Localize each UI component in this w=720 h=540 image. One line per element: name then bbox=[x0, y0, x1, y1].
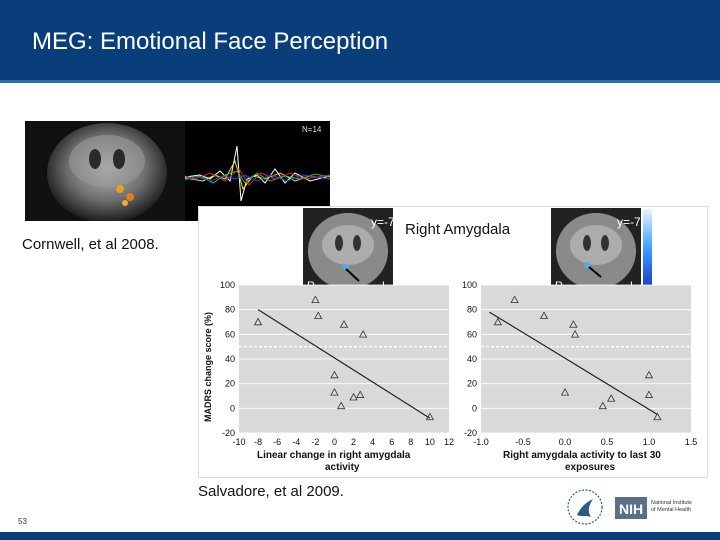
fit-line bbox=[489, 311, 658, 416]
x-tick-label: 6 bbox=[389, 437, 394, 447]
data-point bbox=[339, 320, 349, 328]
y-tick-label: -20 bbox=[464, 428, 477, 438]
amygdala-figure: y=-7 R L Right Amygdala y=-7 R L 0 bbox=[198, 206, 708, 478]
y-tick-label: 40 bbox=[467, 354, 477, 364]
y-axis-label: MADRS change score (%) bbox=[203, 312, 213, 422]
x-tick-label: 8 bbox=[408, 437, 413, 447]
colorbar bbox=[643, 209, 652, 287]
fit-line bbox=[257, 309, 431, 419]
data-point bbox=[644, 390, 654, 398]
figure-b-title: Right Amygdala bbox=[405, 221, 511, 238]
brain-inner bbox=[69, 135, 145, 187]
arrow-left bbox=[345, 268, 360, 282]
ventricle-left bbox=[89, 149, 101, 169]
x-tick-label: -0.5 bbox=[515, 437, 531, 447]
meg-figure: N=14 bbox=[25, 121, 330, 221]
y-tick-label: 100 bbox=[462, 280, 477, 290]
slide-title: MEG: Emotional Face Perception bbox=[32, 28, 389, 55]
y-tick-label: 100 bbox=[220, 280, 235, 290]
data-point bbox=[598, 401, 607, 410]
x-tick-label: -10 bbox=[232, 437, 245, 447]
data-point bbox=[356, 390, 365, 398]
data-point bbox=[539, 311, 549, 320]
data-point bbox=[425, 412, 435, 421]
arrow-right bbox=[588, 266, 602, 278]
x-tick-label: 1.0 bbox=[643, 437, 656, 447]
y-tick-label: 80 bbox=[467, 305, 477, 315]
x-tick-label: -4 bbox=[292, 437, 300, 447]
citation-salvadore: Salvadore, et al 2009. bbox=[198, 483, 344, 500]
y-tick-label: 60 bbox=[225, 329, 235, 339]
footer-bar bbox=[0, 532, 720, 540]
data-point bbox=[314, 311, 323, 320]
y-tick-label: 0 bbox=[230, 403, 235, 413]
x-tick-label: 0.0 bbox=[559, 437, 572, 447]
x-axis-label-left-2: activity bbox=[325, 462, 360, 473]
data-point bbox=[570, 330, 580, 338]
x-axis-label-right-1: Right amygdala activity to last 30 bbox=[503, 450, 661, 461]
x-axis-label-left-1: Linear change in right amygdala bbox=[257, 450, 411, 461]
data-point bbox=[253, 317, 263, 326]
x-tick-label: 0.5 bbox=[601, 437, 614, 447]
amygdala-figure-svg: y=-7 R L Right Amygdala y=-7 R L 0 bbox=[203, 208, 697, 473]
data-point bbox=[560, 387, 570, 396]
x-tick-label: 10 bbox=[425, 437, 435, 447]
hhs-seal bbox=[567, 489, 603, 525]
svg-text:National Institute: National Institute bbox=[651, 500, 692, 506]
waveform-panel-bg bbox=[185, 121, 330, 221]
x-axis-label-right-2: exposures bbox=[565, 462, 615, 473]
data-point bbox=[330, 370, 339, 379]
title-bar: MEG: Emotional Face Perception bbox=[0, 0, 720, 83]
data-point bbox=[653, 412, 662, 421]
data-point bbox=[330, 387, 339, 396]
data-point bbox=[569, 320, 578, 328]
data-point bbox=[644, 370, 654, 379]
x-tick-label: -1.0 bbox=[473, 437, 489, 447]
x-tick-label: 0 bbox=[332, 437, 337, 447]
y-tick-label: 80 bbox=[225, 305, 235, 315]
activation-blob-1 bbox=[116, 185, 124, 193]
mri-thumbnail-left: y=-7 R L bbox=[303, 208, 395, 293]
mri-coord-left: y=-7 bbox=[371, 215, 395, 229]
nih-box bbox=[615, 497, 647, 519]
data-point bbox=[510, 295, 519, 303]
citation-cornwell: Cornwell, et al 2008. bbox=[22, 236, 159, 253]
data-point bbox=[349, 392, 358, 401]
svg-text:NIH: NIH bbox=[619, 501, 643, 517]
mri-coord-right: y=-7 bbox=[617, 215, 641, 229]
x-tick-label: 12 bbox=[444, 437, 454, 447]
data-point bbox=[336, 401, 346, 410]
y-tick-label: -20 bbox=[222, 428, 235, 438]
x-tick-label: -2 bbox=[311, 437, 319, 447]
x-tick-label: 4 bbox=[370, 437, 375, 447]
y-tick-label: 40 bbox=[225, 354, 235, 364]
waveform-blue bbox=[184, 174, 330, 182]
y-tick-label: 20 bbox=[467, 379, 477, 389]
waveform-red bbox=[184, 168, 330, 186]
x-tick-label: -6 bbox=[273, 437, 281, 447]
activation-blob-3 bbox=[122, 200, 128, 206]
data-point bbox=[358, 330, 368, 338]
svg-text:of Mental Health: of Mental Health bbox=[651, 507, 691, 513]
scatter-plot-right: -20 0 20 40 60 80 100 -1.0 -0.5 0.0 0.5 1.0 1.5 bbox=[462, 280, 697, 447]
y-tick-label: 0 bbox=[472, 403, 477, 413]
hhs-eagle bbox=[577, 499, 593, 517]
x-tick-label: 1.5 bbox=[685, 437, 698, 447]
data-point bbox=[493, 317, 502, 326]
x-tick-label: 2 bbox=[351, 437, 356, 447]
mri-thumbnail-right: y=-7 R L bbox=[551, 208, 641, 293]
x-tick-label: -8 bbox=[254, 437, 262, 447]
slide-number: 53 bbox=[18, 517, 27, 526]
n-label: N=14 bbox=[302, 125, 322, 134]
y-tick-label: 20 bbox=[225, 379, 235, 389]
meg-figure-svg: N=14 bbox=[25, 121, 330, 221]
data-point bbox=[311, 295, 320, 303]
data-point bbox=[607, 394, 616, 402]
nih-logo: NIH National Institute of Mental Health bbox=[565, 485, 715, 530]
ventricle-right bbox=[113, 149, 125, 169]
activation-blob-2 bbox=[126, 193, 134, 201]
y-tick-label: 60 bbox=[467, 329, 477, 339]
nih-logo-svg: NIH National Institute of Mental Health bbox=[567, 489, 692, 525]
